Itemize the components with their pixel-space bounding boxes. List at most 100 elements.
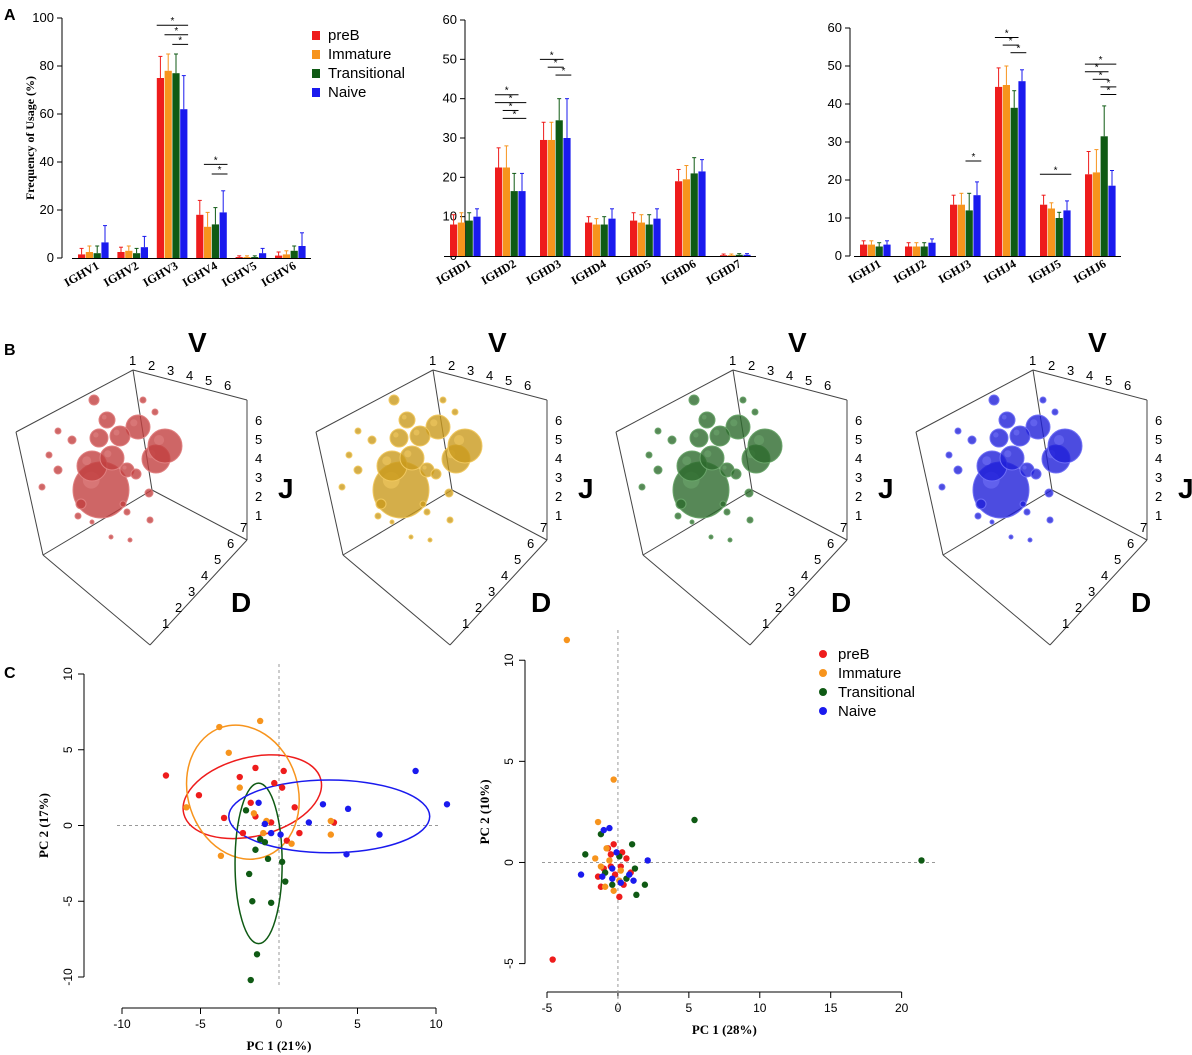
bubble [974,512,982,520]
cube-edge [942,489,1053,556]
bubble [989,428,1009,448]
y-tick-label: 10 [502,653,516,667]
d-tick-label: 1 [462,616,469,631]
bubble [139,396,147,404]
bubble [419,500,427,508]
bubble-highlight [722,465,727,470]
j-tick-label: 5 [555,432,562,447]
bubble [689,428,709,448]
bubble [1051,408,1059,416]
bubble-highlight [113,429,120,436]
bubble-highlight [993,432,999,438]
v-tick-label: 5 [205,373,212,388]
point-naive [261,820,269,828]
j-axis-title: J [1178,473,1192,504]
significance-star: * [178,35,182,46]
bar [259,253,267,258]
point-preb [291,804,298,811]
bar [592,224,600,256]
bubble-highlight [130,419,138,427]
x-tick-label: IGHJ2 [891,256,929,286]
cube-edge [1032,369,1148,401]
point-transitional [267,899,275,906]
point-preb [610,841,617,848]
bar [735,254,743,256]
point-preb [236,773,243,781]
point-naive [343,851,350,858]
bubble [447,428,483,464]
bar [547,139,555,256]
x-tick-label: IGHV5 [219,258,259,289]
bar [101,242,109,258]
bar-chart-ighj: 0 10 20 30 40 50 60 IGHJ1 IGHJ2 IGHJ3 IGHJ4 IGHJ5 IG… [828,20,1121,286]
bar [275,255,283,258]
bar [675,181,683,256]
bubble [699,445,725,471]
bubble [654,427,662,435]
bubble [67,435,77,445]
y-tick-label: 5 [61,746,75,753]
v-tick-label: 4 [1086,368,1093,383]
x-tick-label: IGHD4 [569,256,609,287]
cube-edge [342,554,451,646]
bubble [719,500,727,508]
j-tick-label: 3 [555,470,562,485]
bubble-highlight [1001,414,1007,420]
point-preb [220,814,228,822]
v-tick-label: 1 [129,353,136,368]
d-tick-label: 7 [840,520,847,535]
bar [600,224,608,256]
bubble-highlight [682,456,692,466]
x-tick-label: -10 [113,1017,131,1031]
bar [172,73,180,258]
ellipse-transitional [234,782,283,945]
point-immature [216,723,223,731]
d-tick-label: 6 [527,536,534,551]
point-immature [597,863,605,870]
bar [905,246,913,256]
d-tick-label: 6 [827,536,834,551]
point-naive [613,849,620,856]
point-preb [195,792,203,799]
point-immature [617,867,624,874]
point-immature [236,784,243,791]
bubble-highlight [704,450,712,458]
y-tick-label: 0 [502,859,516,866]
cube-edge [1049,539,1148,646]
cube-edge [615,431,644,556]
v-tick-label: 2 [148,358,155,373]
y-axis-title: PC 2 (17%) [36,793,51,858]
significance-star: * [1106,78,1110,89]
significance-star: * [505,86,509,97]
v-tick-label: 1 [429,353,436,368]
bubble [975,498,987,510]
bar [243,257,251,258]
bar [653,218,661,256]
d-tick-label: 2 [175,600,182,615]
point-preb [283,837,291,844]
point-immature [603,845,610,852]
bar [555,120,563,256]
bubble-highlight [730,419,738,427]
point-transitional [628,841,636,848]
legend-label: Immature [838,665,901,682]
bar [125,250,133,258]
bar [585,222,593,256]
j-tick-label: 5 [1155,432,1162,447]
bubble-highlight [413,429,420,436]
point-transitional [264,855,272,863]
y-tick-label: 80 [40,58,54,73]
panel-label-a: A [4,7,16,24]
bubble [398,411,416,429]
cube-edge [642,489,753,556]
cube-edge [749,539,848,646]
legend-label: Naive [838,703,876,720]
x-tick-label: 10 [429,1017,443,1031]
y-tick-label: 0 [835,248,842,263]
bubble [746,516,754,524]
cube-edge [149,539,248,646]
v-tick-label: 5 [1105,373,1112,388]
bar [1100,136,1108,256]
bar [510,191,518,256]
cube-edge [432,369,548,401]
